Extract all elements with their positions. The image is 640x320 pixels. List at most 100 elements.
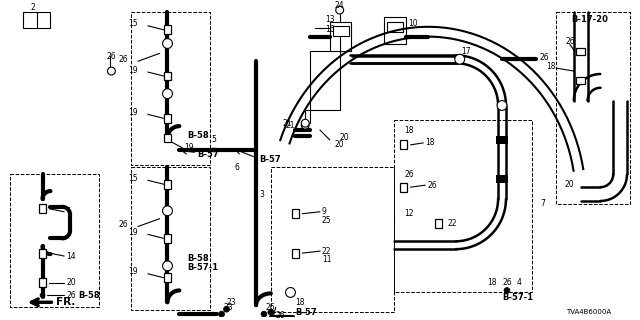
Text: 19: 19	[129, 267, 138, 276]
Bar	[435, 219, 442, 228]
Text: TVA4B6000A: TVA4B6000A	[566, 309, 611, 315]
Circle shape	[163, 206, 172, 216]
Text: 20: 20	[335, 140, 344, 149]
Bar	[23, 12, 51, 28]
Text: B-58: B-58	[78, 291, 100, 300]
Circle shape	[285, 288, 296, 297]
Bar	[164, 133, 171, 142]
Text: B-57-1: B-57-1	[502, 293, 533, 302]
Text: 14: 14	[66, 252, 76, 260]
Bar	[400, 183, 407, 192]
Text: 26: 26	[266, 303, 275, 312]
Circle shape	[108, 67, 115, 75]
Text: 19: 19	[129, 108, 138, 117]
Circle shape	[336, 6, 344, 14]
Circle shape	[497, 100, 507, 110]
Text: 1: 1	[66, 207, 71, 216]
Bar	[387, 22, 403, 32]
Circle shape	[301, 119, 309, 127]
Text: 15: 15	[129, 174, 138, 183]
Text: 23: 23	[223, 303, 233, 312]
Circle shape	[163, 261, 172, 271]
Text: B-57: B-57	[296, 308, 317, 316]
Text: 26: 26	[566, 37, 575, 46]
Bar	[394, 120, 532, 292]
Text: 26: 26	[428, 181, 437, 190]
Text: 26: 26	[276, 311, 285, 320]
Bar	[576, 48, 585, 55]
Text: 18: 18	[296, 298, 305, 307]
Bar	[400, 140, 407, 149]
Text: B-57: B-57	[197, 150, 219, 159]
Text: 4: 4	[516, 278, 522, 287]
Text: 2: 2	[30, 3, 35, 12]
Circle shape	[268, 309, 274, 315]
Circle shape	[223, 306, 230, 312]
Text: 16: 16	[325, 25, 335, 34]
Bar	[164, 25, 171, 34]
Bar	[39, 278, 46, 287]
Text: B-58: B-58	[187, 131, 209, 140]
Text: 26: 26	[540, 53, 549, 62]
Bar	[576, 77, 585, 84]
Text: 10: 10	[408, 19, 418, 28]
Text: 17: 17	[461, 47, 471, 56]
Circle shape	[455, 54, 465, 64]
Circle shape	[163, 39, 172, 48]
Bar	[131, 12, 210, 164]
Circle shape	[163, 89, 172, 99]
Text: 26: 26	[404, 170, 414, 179]
Bar	[496, 175, 508, 183]
Text: 20: 20	[66, 278, 76, 287]
Text: 18: 18	[547, 62, 556, 71]
Circle shape	[219, 311, 225, 317]
Text: B-57-1: B-57-1	[187, 263, 218, 272]
Text: 21: 21	[283, 119, 292, 128]
Text: 26: 26	[118, 55, 128, 64]
Text: FR.: FR.	[56, 297, 76, 307]
Text: 20: 20	[564, 180, 573, 189]
Text: 19: 19	[129, 228, 138, 237]
Text: 5: 5	[212, 135, 217, 144]
Text: 12: 12	[404, 209, 414, 218]
Bar	[131, 167, 210, 310]
Text: 26: 26	[118, 220, 128, 229]
Text: 26: 26	[502, 278, 511, 287]
Text: 26: 26	[106, 52, 116, 61]
Bar	[384, 17, 406, 44]
Text: 3: 3	[259, 189, 264, 198]
Text: 24: 24	[335, 1, 344, 10]
Text: 20: 20	[340, 133, 349, 142]
Bar	[292, 209, 299, 218]
Bar	[164, 114, 171, 123]
Bar	[39, 204, 46, 213]
Text: 22: 22	[322, 247, 332, 256]
Bar	[333, 26, 349, 36]
Text: 19: 19	[129, 66, 138, 75]
Bar	[10, 174, 99, 307]
Text: B-57: B-57	[259, 155, 280, 164]
Bar	[330, 22, 351, 52]
Text: 13: 13	[325, 15, 335, 24]
Circle shape	[40, 293, 45, 298]
Text: 18: 18	[425, 138, 435, 148]
Bar	[271, 167, 394, 312]
Bar	[164, 180, 171, 189]
Bar	[496, 136, 508, 144]
Text: 7: 7	[540, 199, 545, 208]
Bar	[39, 249, 46, 258]
Text: 18: 18	[487, 278, 497, 287]
Circle shape	[504, 288, 510, 293]
Text: 9: 9	[322, 207, 327, 216]
Text: 21: 21	[286, 121, 296, 130]
Text: 22: 22	[448, 219, 458, 228]
Text: B-58: B-58	[187, 253, 209, 262]
Text: 15: 15	[129, 19, 138, 28]
Bar	[292, 249, 299, 258]
Bar	[556, 12, 630, 204]
Bar	[164, 234, 171, 243]
Bar	[164, 72, 171, 80]
Text: 19: 19	[184, 143, 194, 152]
Circle shape	[301, 121, 309, 129]
Text: B-17-20: B-17-20	[571, 15, 608, 24]
